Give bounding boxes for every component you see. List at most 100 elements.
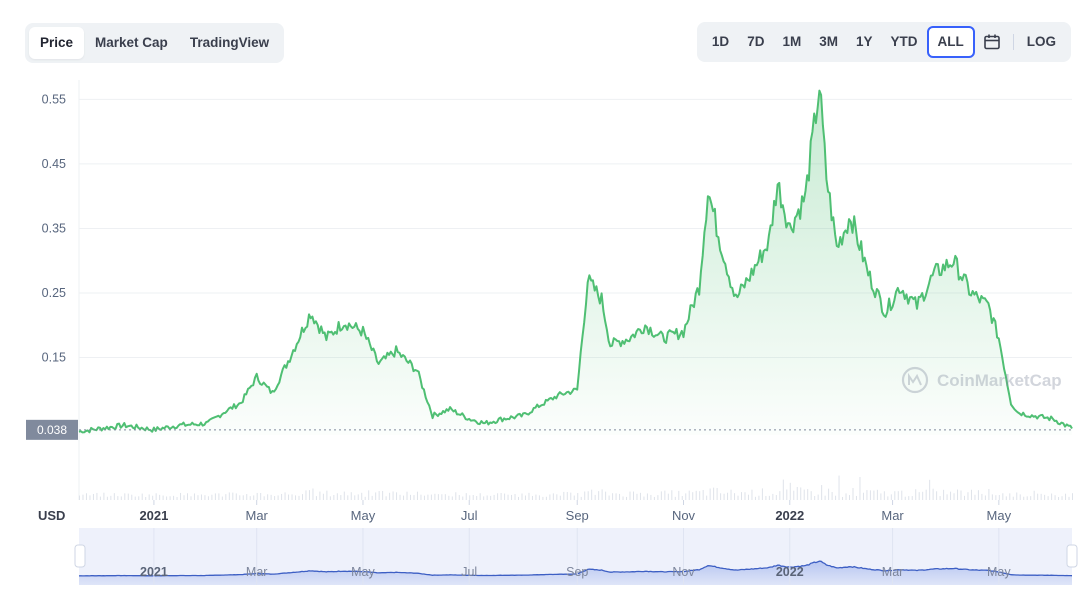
volume-bar <box>322 493 324 500</box>
volume-bar <box>849 495 851 500</box>
volume-bar <box>124 493 126 500</box>
calendar-button[interactable] <box>975 26 1009 58</box>
volume-bar <box>497 493 499 500</box>
volume-bar <box>1054 495 1056 500</box>
volume-bar <box>594 494 596 500</box>
volume-bar <box>458 495 460 500</box>
volume-bar <box>591 489 593 500</box>
range-ytd-button[interactable]: YTD <box>890 34 918 49</box>
volume-bar <box>295 495 297 500</box>
range-7d-button[interactable]: 7D <box>747 34 765 49</box>
volume-bar <box>577 493 579 500</box>
volume-bar <box>1065 493 1067 500</box>
volume-bar <box>232 492 234 500</box>
volume-bar <box>723 493 725 500</box>
volume-bar <box>389 492 391 500</box>
volume-bar <box>991 494 993 500</box>
volume-bar <box>392 491 394 500</box>
volume-bar <box>152 495 154 500</box>
x-tick-label: Nov <box>672 508 696 523</box>
chart-grid <box>78 80 1072 500</box>
tab-market-cap[interactable]: Market Cap <box>95 35 168 50</box>
range-divider <box>1012 34 1014 50</box>
volume-bar <box>720 493 722 500</box>
volume-bar <box>1068 496 1070 500</box>
range-1y-button[interactable]: 1Y <box>855 34 873 49</box>
volume-bar <box>1026 496 1028 500</box>
volume-bar <box>706 495 708 500</box>
navigator-label: May <box>351 565 375 579</box>
range-1m-button[interactable]: 1M <box>782 34 802 49</box>
volume-bar <box>267 494 269 500</box>
volume-bar <box>221 496 223 500</box>
navigator-right-handle[interactable] <box>1066 544 1078 568</box>
log-scale-button[interactable]: LOG <box>1026 34 1056 49</box>
volume-bar <box>483 496 485 500</box>
volume-bar <box>629 491 631 500</box>
volume-bar <box>274 496 276 500</box>
volume-bar <box>936 491 938 500</box>
range-1d-button[interactable]: 1D <box>711 34 730 49</box>
volume-bar <box>340 495 342 500</box>
tab-tradingview[interactable]: TradingView <box>189 35 270 50</box>
volume-bar <box>946 494 948 500</box>
volume-bar <box>639 492 641 500</box>
volume-bar <box>1023 496 1025 500</box>
volume-bar <box>869 490 871 500</box>
tab-price[interactable]: Price <box>29 27 85 59</box>
volume-bar <box>915 489 917 500</box>
volume-bar <box>741 492 742 500</box>
volume-bar <box>288 494 290 500</box>
range-navigator[interactable]: 2021 Mar May Jul Sep Nov 2022 Mar May <box>74 528 1078 585</box>
navigator-label: 2021 <box>140 565 168 579</box>
navigator-labels: 2021 Mar May Jul Sep Nov 2022 Mar May <box>140 528 1011 585</box>
volume-bar <box>127 493 129 500</box>
volume-bar <box>737 495 739 500</box>
volume-bar <box>779 491 781 500</box>
volume-bar <box>963 495 965 500</box>
price-area <box>79 90 1072 435</box>
volume-bar <box>333 495 335 500</box>
volume-bar <box>200 494 202 500</box>
volume-bar <box>410 494 411 500</box>
volume-bar <box>894 491 896 500</box>
volume-bar <box>145 496 147 500</box>
volume-bar <box>169 496 171 500</box>
volume-bar <box>385 496 387 500</box>
calendar-icon <box>983 34 1000 50</box>
volume-bar <box>423 495 425 500</box>
volume-bar <box>437 494 439 500</box>
volume-bar <box>643 496 645 500</box>
watermark-text: CoinMarketCap <box>937 371 1062 390</box>
volume-bar <box>448 495 450 500</box>
volume-bar <box>364 496 366 500</box>
volume-bar <box>974 494 976 500</box>
volume-bar <box>995 495 997 500</box>
navigator-area <box>79 561 1072 585</box>
volume-bar <box>998 495 1000 500</box>
volume-bar <box>960 490 962 500</box>
navigator-left-handle[interactable] <box>74 544 86 568</box>
volume-bar <box>371 495 373 500</box>
volume-bar <box>228 492 230 500</box>
volume-bar <box>493 494 495 500</box>
volume-bar <box>535 494 537 500</box>
volume-bar <box>117 496 119 500</box>
volume-bar <box>695 490 697 500</box>
volume-bar <box>312 488 314 500</box>
current-price-tag: 0.038 <box>26 419 78 440</box>
volume-bar <box>549 494 551 500</box>
navigator-label: 2022 <box>776 565 804 579</box>
volume-bar <box>354 495 356 500</box>
x-tick-label: Mar <box>245 508 268 523</box>
x-tick-label: Jul <box>461 508 478 523</box>
volume-bar <box>943 489 945 500</box>
range-3m-button[interactable]: 3M <box>819 34 838 49</box>
volume-bar <box>490 495 492 500</box>
volume-bar <box>277 495 279 500</box>
volume-bar <box>350 492 352 500</box>
volume-bar <box>1058 496 1060 500</box>
range-all-button[interactable]: ALL <box>926 26 975 58</box>
volume-bar <box>981 493 983 500</box>
volume-bar <box>469 495 471 500</box>
